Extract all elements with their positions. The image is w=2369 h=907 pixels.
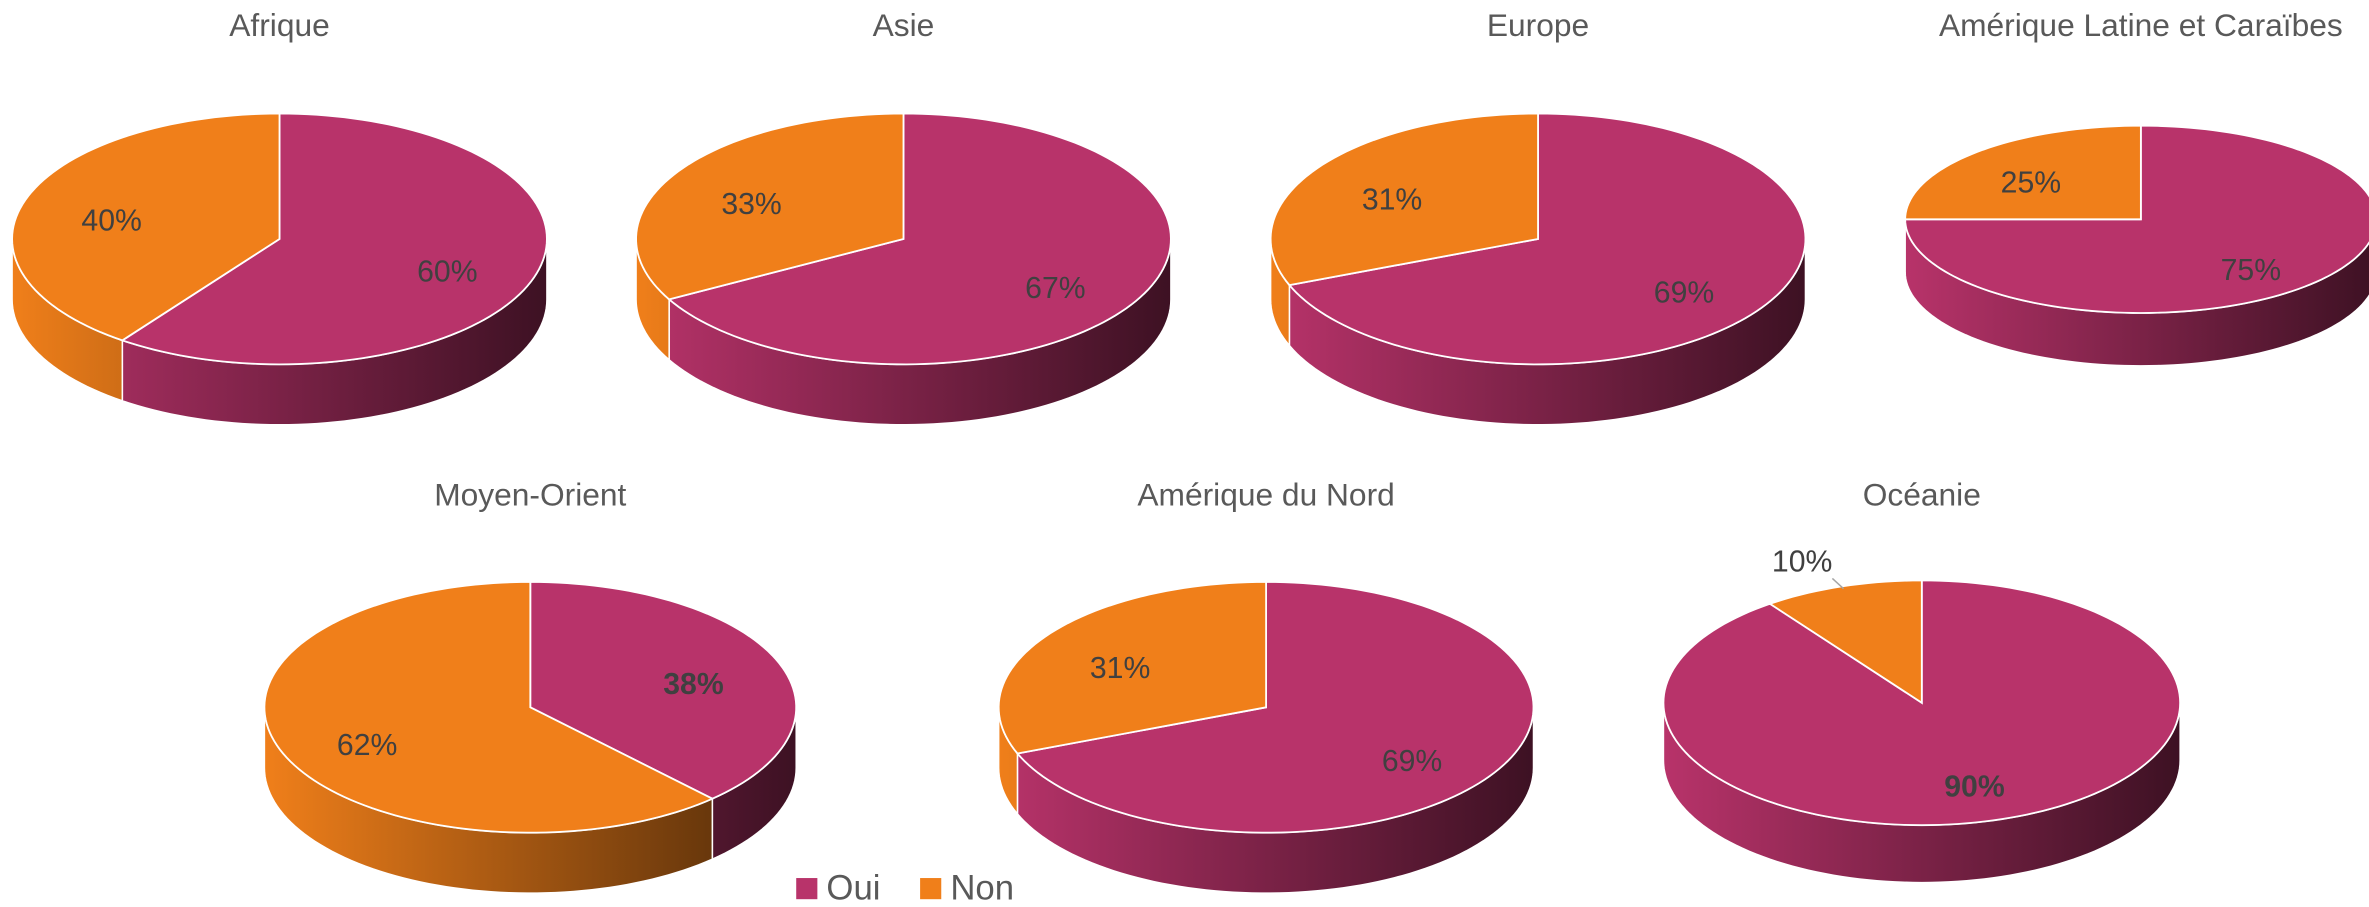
pie: 69% 31% — [1269, 112, 1807, 426]
pie: 69% 31% — [997, 581, 1535, 894]
pie-slice — [1015, 581, 1535, 834]
pie-slice — [635, 112, 905, 301]
chart-title: Moyen-Orient — [434, 477, 626, 513]
chart-title: Asie — [873, 7, 935, 43]
legend-swatch — [920, 878, 942, 900]
pie: 67% 33% — [635, 112, 1172, 426]
legend-label: Non — [950, 869, 1014, 907]
data-label: 10% — [1772, 545, 1832, 578]
pie-slice — [1904, 124, 2142, 221]
data-label: 31% — [1090, 652, 1150, 685]
chart-title: Amérique Latine et Caraïbes — [1939, 7, 2343, 43]
pie-slice — [997, 581, 1267, 755]
pie-slice — [263, 581, 715, 834]
data-label: 75% — [2221, 254, 2281, 287]
pie-slice — [1269, 112, 1539, 287]
chart-title: Océanie — [1863, 477, 1981, 513]
data-label: 31% — [1362, 183, 1422, 216]
legend-label: Oui — [826, 869, 880, 907]
pie-slice — [11, 112, 281, 342]
data-label: 67% — [1025, 272, 1085, 305]
data-label: 25% — [2001, 167, 2061, 200]
chart-title: Europe — [1487, 7, 1589, 43]
pie: 75% 25% — [1904, 124, 2369, 367]
pie-slice — [529, 581, 798, 800]
data-label: 33% — [721, 188, 781, 221]
data-label: 38% — [663, 668, 724, 701]
data-label: 40% — [81, 204, 141, 237]
pie: 60% 40% — [11, 112, 548, 426]
data-label: 62% — [337, 729, 397, 762]
leader-line — [1831, 577, 1845, 590]
pie: 90% 10% — [1662, 545, 2182, 884]
pie-slice — [1287, 112, 1807, 366]
pie: 38% 62% — [263, 581, 798, 894]
legend-swatch — [796, 878, 818, 900]
pie-slice — [667, 112, 1172, 366]
data-label: 69% — [1654, 277, 1714, 310]
pie-slice — [120, 112, 548, 366]
data-label: 69% — [1382, 745, 1442, 778]
chart-title: Amérique du Nord — [1137, 477, 1394, 513]
data-label: 90% — [1944, 771, 2005, 804]
chart-title: Afrique — [229, 7, 329, 43]
legend: Oui Non — [796, 869, 1014, 907]
data-label: 60% — [417, 256, 477, 289]
